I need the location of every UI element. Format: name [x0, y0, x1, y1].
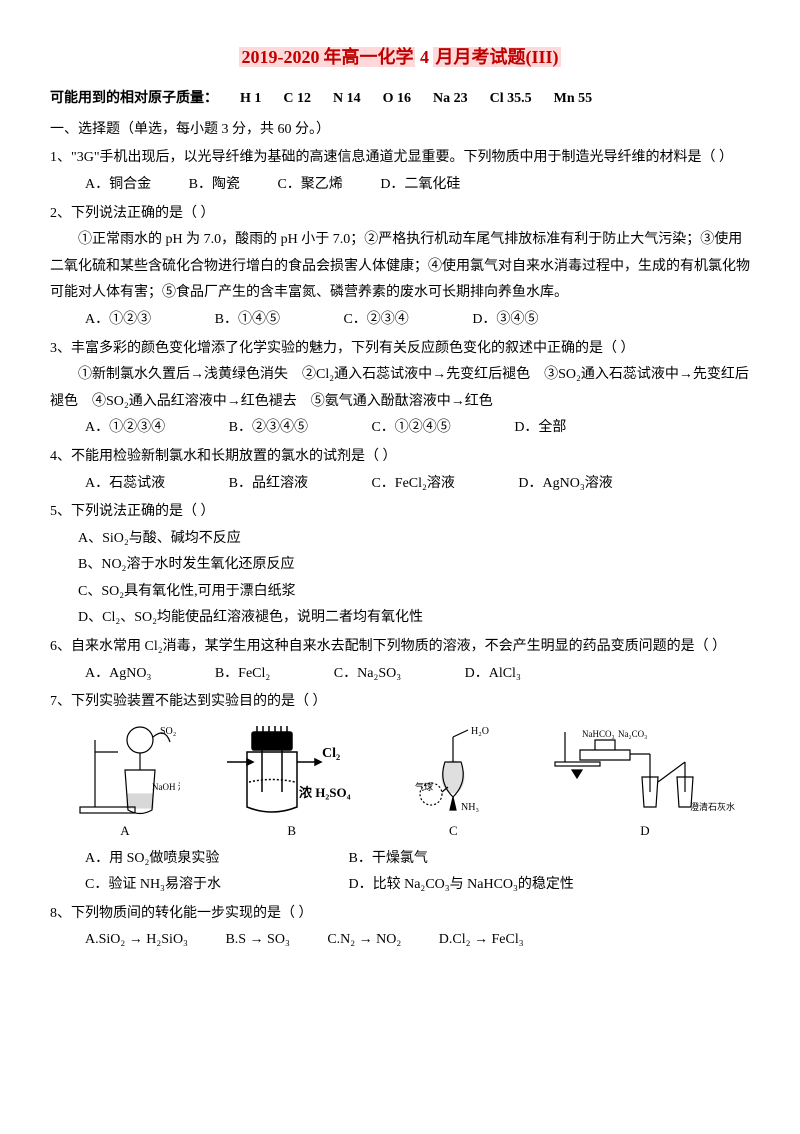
q3-opt-c[interactable]: C．①②④⑤ [371, 415, 450, 442]
q7-fig-c: H₂O 气球 NH₃ C [403, 722, 503, 844]
apparatus-c-icon: H₂O 气球 NH₃ [403, 722, 503, 817]
q2-options: A．①②③ B．①④⑤ C．②③④ D．③④⑤ [50, 307, 750, 334]
atomic-masses: 可能用到的相对原子质量：H 1C 12N 14O 16Na 23Cl 35.5M… [50, 86, 750, 113]
q5-opt-a[interactable]: A、SiO₂与酸、碱均不反应 [50, 526, 750, 553]
title-suffix: 月月考试题(III) [433, 47, 560, 67]
q5-opt-b[interactable]: B、NO₂溶于水时发生氧化还原反应 [50, 552, 750, 579]
apparatus-b-icon: Cl₂ 浓 H₂SO₄ [227, 722, 357, 817]
q6-opt-b[interactable]: B．FeCl₂ [215, 661, 270, 688]
q8-opt-d[interactable]: D.Cl₂ → FeCl₃ [439, 927, 524, 954]
q8-opt-b[interactable]: B.S → SO₃ [225, 927, 289, 954]
q7-opt-a[interactable]: A．用 SO₂做喷泉实验 [85, 846, 345, 873]
section-heading: 一、选择题（单选，每小题 3 分，共 60 分。） [50, 117, 750, 144]
q4-opt-a[interactable]: A．石蕊试液 [85, 471, 165, 498]
q7-fig-a: SO₂ NaOH 浓溶液 A [70, 722, 180, 844]
q4-opt-b[interactable]: B．品红溶液 [229, 471, 308, 498]
q3-opt-d[interactable]: D．全部 [514, 415, 566, 442]
svg-text:气球: 气球 [415, 781, 433, 792]
title-month: 4 [420, 47, 429, 67]
q3-body: ①新制氯水久置后→浅黄绿色消失 ②Cl₂通入石蕊试液中→先变红后褪色 ③SO₂通… [50, 362, 750, 415]
q7-fig-d: NaHCO₃ Na₂CO₃ 澄清石灰水 D [550, 722, 740, 844]
q7-figures: SO₂ NaOH 浓溶液 A [50, 716, 750, 846]
q4-opt-c[interactable]: C．FeCl₂溶液 [371, 471, 454, 498]
svg-text:Cl₂: Cl₂ [322, 746, 340, 761]
q3-opt-b[interactable]: B．②③④⑤ [229, 415, 308, 442]
q2-opt-c[interactable]: C．②③④ [343, 307, 408, 334]
q6-stem: 6、自来水常用 Cl₂消毒，某学生用这种自来水去配制下列物质的溶液，不会产生明显… [50, 634, 750, 661]
question-6: 6、自来水常用 Cl₂消毒，某学生用这种自来水去配制下列物质的溶液，不会产生明显… [50, 634, 750, 687]
exam-title: 2019-2020年高一化学 4 月月考试题(III) [50, 40, 750, 74]
question-2: 2、下列说法正确的是（ ） ①正常雨水的 pH 为 7.0，酸雨的 pH 小于 … [50, 201, 750, 334]
svg-text:SO₂: SO₂ [160, 726, 176, 737]
title-year: 2019-2020 [239, 47, 321, 67]
question-4: 4、不能用检验新制氯水和长期放置的氯水的试剂是（ ） A．石蕊试液 B．品红溶液… [50, 444, 750, 497]
title-mid: 年高一化学 [321, 47, 415, 67]
q7-options: A．用 SO₂做喷泉实验 B．干燥氯气 C．验证 NH₃易溶于水 D．比较 Na… [50, 846, 750, 899]
q8-opt-a[interactable]: A.SiO₂ → H₂SiO₃ [85, 927, 188, 954]
q6-opt-c[interactable]: C．Na₂SO₃ [334, 661, 401, 688]
q6-options: A．AgNO₃ B．FeCl₂ C．Na₂SO₃ D．AlCl₃ [50, 661, 750, 688]
svg-text:浓 H₂SO₄: 浓 H₂SO₄ [299, 785, 351, 800]
q1-opt-a[interactable]: A．铜合金 [85, 172, 151, 199]
q3-stem: 3、丰富多彩的颜色变化增添了化学实验的魅力，下列有关反应颜色变化的叙述中正确的是… [50, 336, 750, 363]
q7-opt-b[interactable]: B．干燥氯气 [349, 846, 609, 873]
q7-fig-b: Cl₂ 浓 H₂SO₄ B [227, 722, 357, 844]
question-7: 7、下列实验装置不能达到实验目的的是（ ） SO₂ NaOH 浓溶液 A [50, 689, 750, 898]
svg-text:NH₃: NH₃ [461, 802, 479, 813]
q7-opt-c[interactable]: C．验证 NH₃易溶于水 [85, 872, 345, 899]
q1-opt-c[interactable]: C．聚乙烯 [277, 172, 342, 199]
q4-opt-d[interactable]: D．AgNO₃溶液 [518, 471, 612, 498]
q4-options: A．石蕊试液 B．品红溶液 C．FeCl₂溶液 D．AgNO₃溶液 [50, 471, 750, 498]
q7-stem: 7、下列实验装置不能达到实验目的的是（ ） [50, 689, 750, 716]
apparatus-a-icon: SO₂ NaOH 浓溶液 [70, 722, 180, 817]
q1-stem: 1、"3G"手机出现后，以光导纤维为基础的高速信息通道尤显重要。下列物质中用于制… [50, 145, 750, 172]
q2-opt-b[interactable]: B．①④⑤ [215, 307, 280, 334]
q2-opt-a[interactable]: A．①②③ [85, 307, 151, 334]
q1-opt-b[interactable]: B．陶瓷 [189, 172, 240, 199]
q5-opt-c[interactable]: C、SO₂具有氧化性,可用于漂白纸浆 [50, 579, 750, 606]
apparatus-d-icon: NaHCO₃ Na₂CO₃ 澄清石灰水 [550, 722, 740, 817]
question-3: 3、丰富多彩的颜色变化增添了化学实验的魅力，下列有关反应颜色变化的叙述中正确的是… [50, 336, 750, 442]
q7-opt-d[interactable]: D．比较 Na₂CO₃与 NaHCO₃的稳定性 [349, 872, 609, 899]
q6-opt-d[interactable]: D．AlCl₃ [465, 661, 521, 688]
q4-stem: 4、不能用检验新制氯水和长期放置的氯水的试剂是（ ） [50, 444, 750, 471]
svg-text:NaOH 浓溶液: NaOH 浓溶液 [152, 781, 180, 792]
q2-stem: 2、下列说法正确的是（ ） [50, 201, 750, 228]
q2-opt-d[interactable]: D．③④⑤ [472, 307, 538, 334]
svg-text:Na₂CO₃: Na₂CO₃ [618, 729, 647, 739]
q2-body: ①正常雨水的 pH 为 7.0，酸雨的 pH 小于 7.0；②严格执行机动车尾气… [50, 227, 750, 307]
svg-text:NaHCO₃: NaHCO₃ [582, 729, 615, 739]
q6-opt-a[interactable]: A．AgNO₃ [85, 661, 151, 688]
svg-text:H₂O: H₂O [471, 726, 489, 737]
question-8: 8、下列物质间的转化能一步实现的是（ ） A.SiO₂ → H₂SiO₃ B.S… [50, 901, 750, 954]
q3-options: A．①②③④ B．②③④⑤ C．①②④⑤ D．全部 [50, 415, 750, 442]
q8-stem: 8、下列物质间的转化能一步实现的是（ ） [50, 901, 750, 928]
question-5: 5、下列说法正确的是（ ） A、SiO₂与酸、碱均不反应 B、NO₂溶于水时发生… [50, 499, 750, 632]
q5-opt-d[interactable]: D、Cl₂、SO₂均能使品红溶液褪色，说明二者均有氧化性 [50, 605, 750, 632]
q8-opt-c[interactable]: C.N₂ → NO₂ [327, 927, 401, 954]
svg-text:澄清石灰水: 澄清石灰水 [690, 801, 735, 812]
q8-options: A.SiO₂ → H₂SiO₃ B.S → SO₃ C.N₂ → NO₂ D.C… [50, 927, 750, 954]
atomic-label: 可能用到的相对原子质量： [50, 86, 218, 113]
q1-opt-d[interactable]: D．二氧化硅 [380, 172, 460, 199]
q5-stem: 5、下列说法正确的是（ ） [50, 499, 750, 526]
q1-options: A．铜合金 B．陶瓷 C．聚乙烯 D．二氧化硅 [50, 172, 750, 199]
q3-opt-a[interactable]: A．①②③④ [85, 415, 165, 442]
question-1: 1、"3G"手机出现后，以光导纤维为基础的高速信息通道尤显重要。下列物质中用于制… [50, 145, 750, 198]
